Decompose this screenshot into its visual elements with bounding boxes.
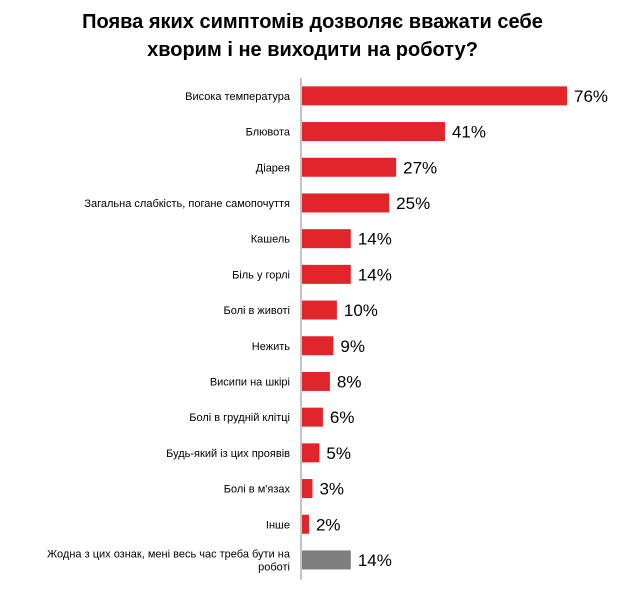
category-label-6: Болі в животі — [224, 305, 291, 317]
value-label-10: 5% — [326, 444, 351, 463]
bar-0 — [302, 86, 567, 106]
value-label-1: 41% — [452, 123, 486, 142]
category-label-10: Будь-який із цих проявів — [166, 448, 290, 460]
bar-6 — [302, 300, 337, 320]
category-label-7: Нежить — [252, 341, 290, 353]
value-label-11: 3% — [319, 480, 344, 499]
value-label-5: 14% — [358, 265, 392, 284]
bar-2 — [302, 157, 397, 177]
bar-8 — [302, 371, 330, 391]
value-label-12: 2% — [316, 515, 341, 534]
value-label-2: 27% — [403, 158, 437, 177]
category-label-2: Діарея — [256, 162, 290, 174]
bar-1 — [302, 122, 445, 142]
value-label-9: 6% — [330, 408, 355, 427]
bar-4 — [302, 229, 351, 249]
bar-11 — [302, 479, 313, 499]
category-label-5: Біль у горлі — [232, 269, 290, 281]
category-label-8: Висипи на шкірі — [210, 376, 290, 388]
bar-5 — [302, 264, 351, 284]
bar-13 — [302, 550, 351, 570]
category-label-13-0: Жодна з цих ознак, мені весь час треба б… — [47, 548, 291, 560]
category-label-9: Болі в грудній клітці — [189, 412, 290, 424]
value-label-8: 8% — [337, 372, 362, 391]
value-label-7: 9% — [340, 337, 365, 356]
chart-title-line-1: Поява яких симптомів дозволяє вважати се… — [82, 11, 543, 33]
bar-7 — [302, 336, 334, 356]
category-label-1: Блювота — [246, 127, 291, 139]
value-label-6: 10% — [344, 301, 378, 320]
value-label-0: 76% — [574, 87, 608, 106]
value-label-3: 25% — [396, 194, 430, 213]
category-label-11: Болі в м'язах — [224, 484, 291, 496]
chart-title: Поява яких симптомів дозволяє вважати се… — [0, 8, 625, 64]
category-label-12: Інше — [266, 519, 290, 531]
category-label-0: Висока температура — [185, 91, 291, 103]
bar-12 — [302, 514, 309, 534]
bar-9 — [302, 407, 323, 427]
category-label-3: Загальна слабкість, погане самопочуття — [84, 198, 290, 210]
bar-3 — [302, 193, 390, 213]
category-label-13-1: роботі — [258, 561, 290, 573]
category-label-4: Кашель — [251, 234, 291, 246]
value-label-4: 14% — [358, 230, 392, 249]
bar-10 — [302, 443, 320, 463]
chart-title-line-2: хворим і не виходити на роботу? — [147, 39, 478, 61]
value-label-13: 14% — [358, 551, 392, 570]
